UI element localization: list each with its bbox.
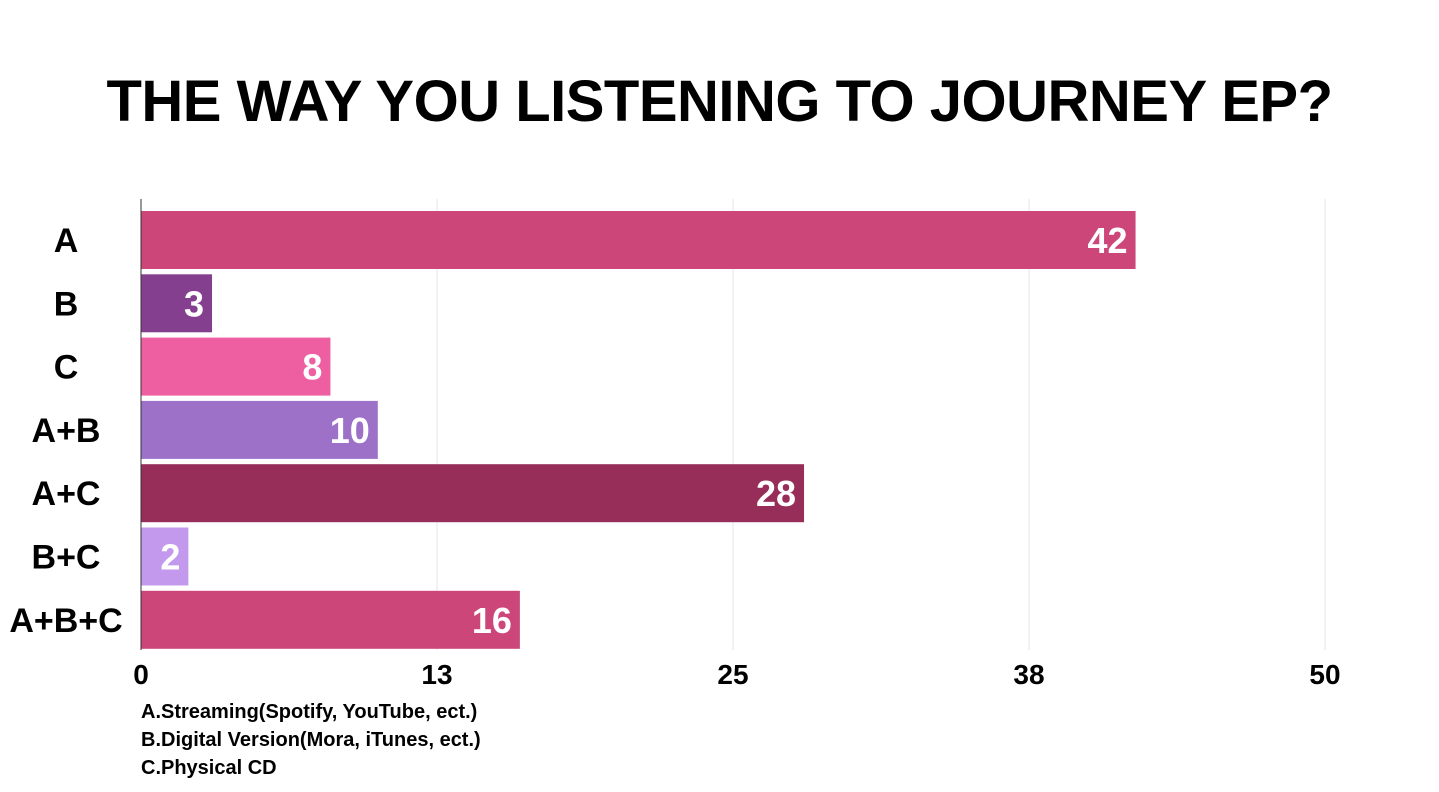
category-label: A — [54, 222, 79, 260]
gridlines — [436, 199, 1326, 650]
x-tick-label: 38 — [1013, 659, 1044, 690]
category-label: A+B — [32, 412, 101, 450]
chart-title: THE WAY YOU LISTENING TO JOURNEY EP? — [106, 69, 1333, 134]
data-label: 10 — [330, 410, 370, 451]
legend-note-a: A.Streaming(Spotify, YouTube, ect.) — [141, 701, 478, 723]
category-label: B — [54, 285, 79, 323]
category-label: A+B+C — [9, 602, 122, 640]
x-tick-label: 13 — [421, 659, 452, 690]
bar — [141, 211, 1136, 269]
bar — [141, 464, 805, 523]
data-label: 3 — [184, 283, 204, 324]
category-label: B+C — [32, 539, 101, 577]
legend-note-b: B.Digital Version(Mora, iTunes, ect.) — [141, 729, 481, 751]
bar — [141, 400, 378, 459]
category-label: C — [54, 349, 79, 387]
bar — [141, 274, 213, 333]
data-label: 16 — [472, 600, 512, 641]
x-tick-label: 50 — [1309, 659, 1340, 690]
x-tick-label: 25 — [717, 659, 748, 690]
data-label: 2 — [160, 537, 180, 578]
legend-notes: A.Streaming(Spotify, YouTube, ect.) B.Di… — [141, 698, 481, 782]
data-label: 8 — [302, 347, 322, 388]
data-label: 42 — [1088, 220, 1128, 261]
bars: 42 3 810 28 2 16 — [141, 211, 1136, 649]
bar — [141, 590, 520, 649]
bar — [141, 527, 189, 586]
x-tick-label: 0 — [133, 659, 149, 690]
data-label: 28 — [756, 473, 796, 514]
x-axis-ticks: 0 13 25 38 50 — [133, 659, 1340, 690]
category-label: A+C — [32, 475, 101, 513]
category-labels: ABC A+B A+C B+C A+B+C — [9, 222, 122, 640]
bar — [141, 337, 331, 396]
legend-note-c: C.Physical CD — [141, 757, 277, 779]
